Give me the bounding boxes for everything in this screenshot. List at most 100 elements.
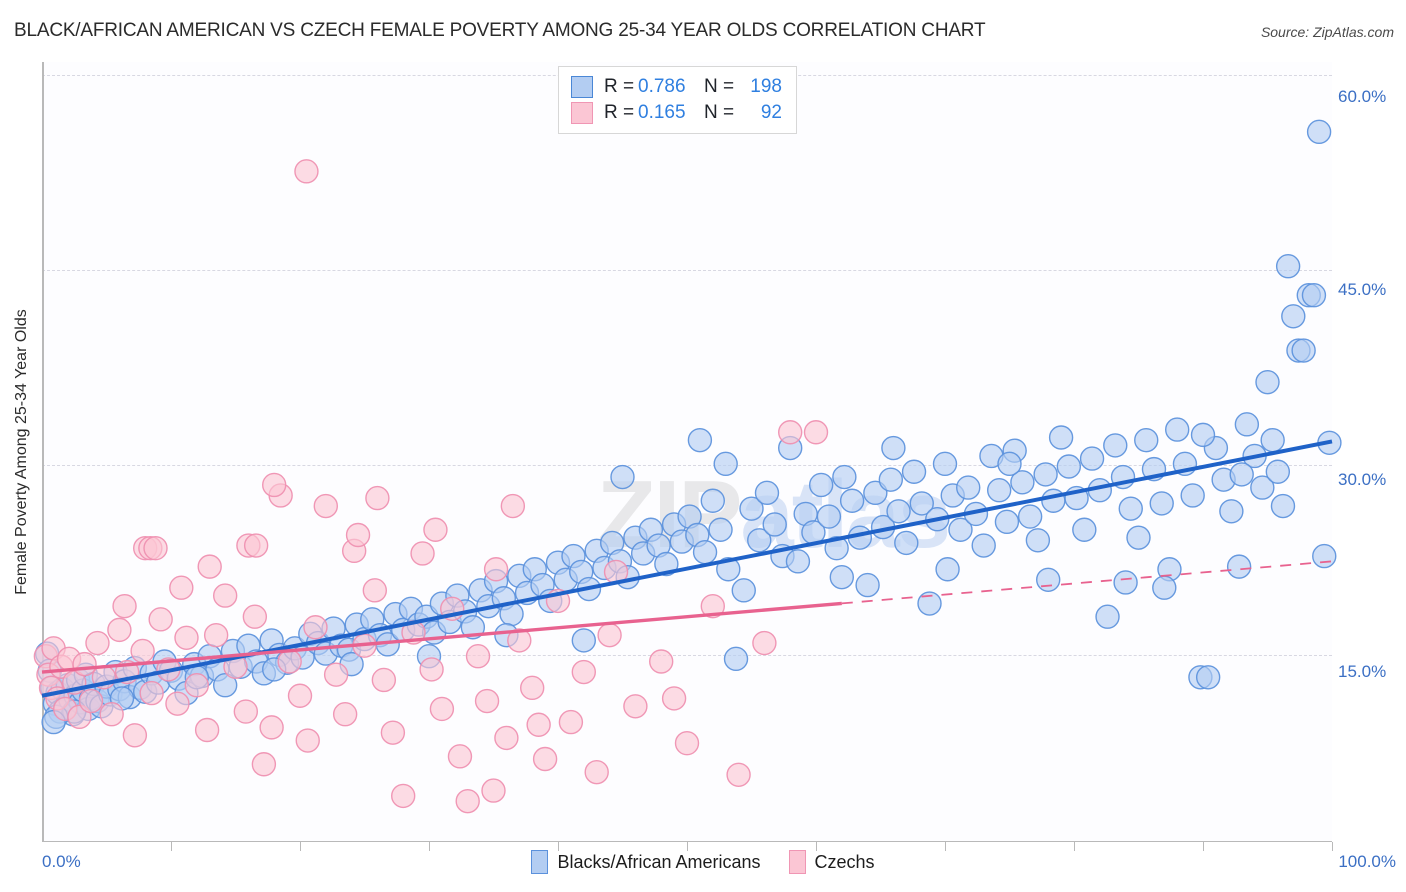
trendline-blacks (41, 439, 1333, 698)
data-point (1079, 446, 1105, 471)
data-point (380, 720, 406, 745)
data-point (481, 778, 506, 803)
data-point (1219, 499, 1244, 524)
data-point (829, 564, 854, 590)
data-point (139, 680, 164, 706)
data-point (447, 744, 473, 769)
data-point (1275, 254, 1301, 279)
x-tick (171, 842, 172, 851)
x-tick (687, 842, 688, 851)
data-point (243, 533, 269, 558)
legend-swatch-pink-icon (788, 850, 806, 874)
page-title: BLACK/AFRICAN AMERICAN VS CZECH FEMALE P… (14, 20, 986, 41)
data-point (623, 694, 648, 719)
data-point (571, 659, 596, 685)
data-point (212, 583, 238, 608)
data-point (881, 435, 906, 461)
data-point (692, 539, 718, 565)
stats-r-value-blue: 0.786 (638, 76, 686, 97)
data-point (423, 517, 448, 542)
data-point (571, 628, 596, 653)
legend-label-blacks: Blacks/African Americans (557, 851, 761, 872)
data-point (1025, 528, 1051, 553)
data-point (148, 607, 173, 632)
data-point (1072, 517, 1097, 542)
stats-r-value-pink: 0.165 (638, 102, 686, 123)
data-point (1134, 427, 1159, 453)
legend-item-blacks[interactable]: Blacks/African Americans (531, 850, 761, 874)
data-point (1103, 433, 1128, 458)
data-point (886, 499, 911, 524)
data-point (410, 541, 435, 566)
data-point (1164, 417, 1190, 442)
data-point (674, 730, 700, 756)
trendline-czechs-solid (41, 601, 842, 674)
data-point (184, 673, 210, 698)
scatter-plot-area: ZIPatlas 60.0% 45.0% 30.0% 15.0% Female … (13, 62, 1386, 851)
data-point (507, 628, 532, 653)
stats-n-value-pink: 92 (760, 102, 782, 123)
data-point (233, 699, 259, 724)
data-point (1149, 491, 1174, 516)
data-point (1265, 459, 1291, 484)
data-point (649, 649, 674, 674)
data-point (687, 427, 713, 453)
data-point (165, 691, 190, 716)
data-point (1306, 119, 1332, 145)
data-point (1312, 543, 1337, 569)
data-point (107, 617, 132, 643)
data-point (313, 493, 338, 519)
data-point (1017, 504, 1043, 529)
y-axis-label-60: 60.0% (1338, 87, 1387, 106)
stats-swatch-pink-icon (571, 102, 593, 124)
stats-swatch-blue-icon (571, 76, 593, 98)
data-point (85, 630, 110, 656)
stats-row-blue: R = 0.786 N = 198 (571, 74, 782, 100)
data-point (1291, 338, 1316, 363)
x-tick (558, 842, 559, 851)
data-point (1113, 570, 1138, 595)
data-point (1033, 462, 1058, 487)
data-point (778, 420, 803, 445)
stats-n-label-pink: N = (704, 102, 735, 123)
data-point (1036, 567, 1061, 592)
data-point (971, 533, 996, 558)
data-point (1152, 575, 1177, 600)
x-axis-label-max: 100.0% (1338, 852, 1396, 871)
data-point (558, 709, 584, 735)
trendline-czechs-dashed (841, 560, 1333, 605)
data-point (362, 578, 388, 603)
y-axis-label-15: 15.0% (1338, 662, 1387, 681)
data-point (1048, 425, 1074, 450)
x-tick (1203, 842, 1204, 851)
stats-n-label-blue: N = (704, 76, 735, 97)
legend-item-czechs[interactable]: Czechs (788, 850, 875, 874)
data-point (78, 688, 104, 714)
data-point (465, 644, 491, 669)
data-point (948, 517, 973, 542)
data-point (323, 662, 349, 687)
data-point (295, 728, 320, 753)
data-point (935, 557, 960, 582)
data-point (303, 615, 328, 640)
data-point (1281, 304, 1306, 329)
data-point (1118, 496, 1143, 521)
series-legend: Blacks/African Americans Czechs (0, 850, 1406, 874)
x-tick (1074, 842, 1075, 851)
data-point (122, 723, 148, 748)
data-point (429, 696, 455, 722)
data-point (584, 759, 609, 785)
x-axis-line (42, 840, 1332, 842)
data-point (739, 496, 764, 521)
data-point (277, 649, 302, 674)
data-point (747, 528, 772, 553)
data-point (785, 549, 811, 574)
data-point (832, 464, 857, 490)
data-point (194, 717, 220, 743)
data-point (455, 788, 480, 814)
x-tick (816, 842, 817, 851)
data-point (803, 420, 829, 445)
data-point (520, 675, 545, 701)
data-point (261, 472, 287, 498)
data-point (878, 467, 904, 492)
